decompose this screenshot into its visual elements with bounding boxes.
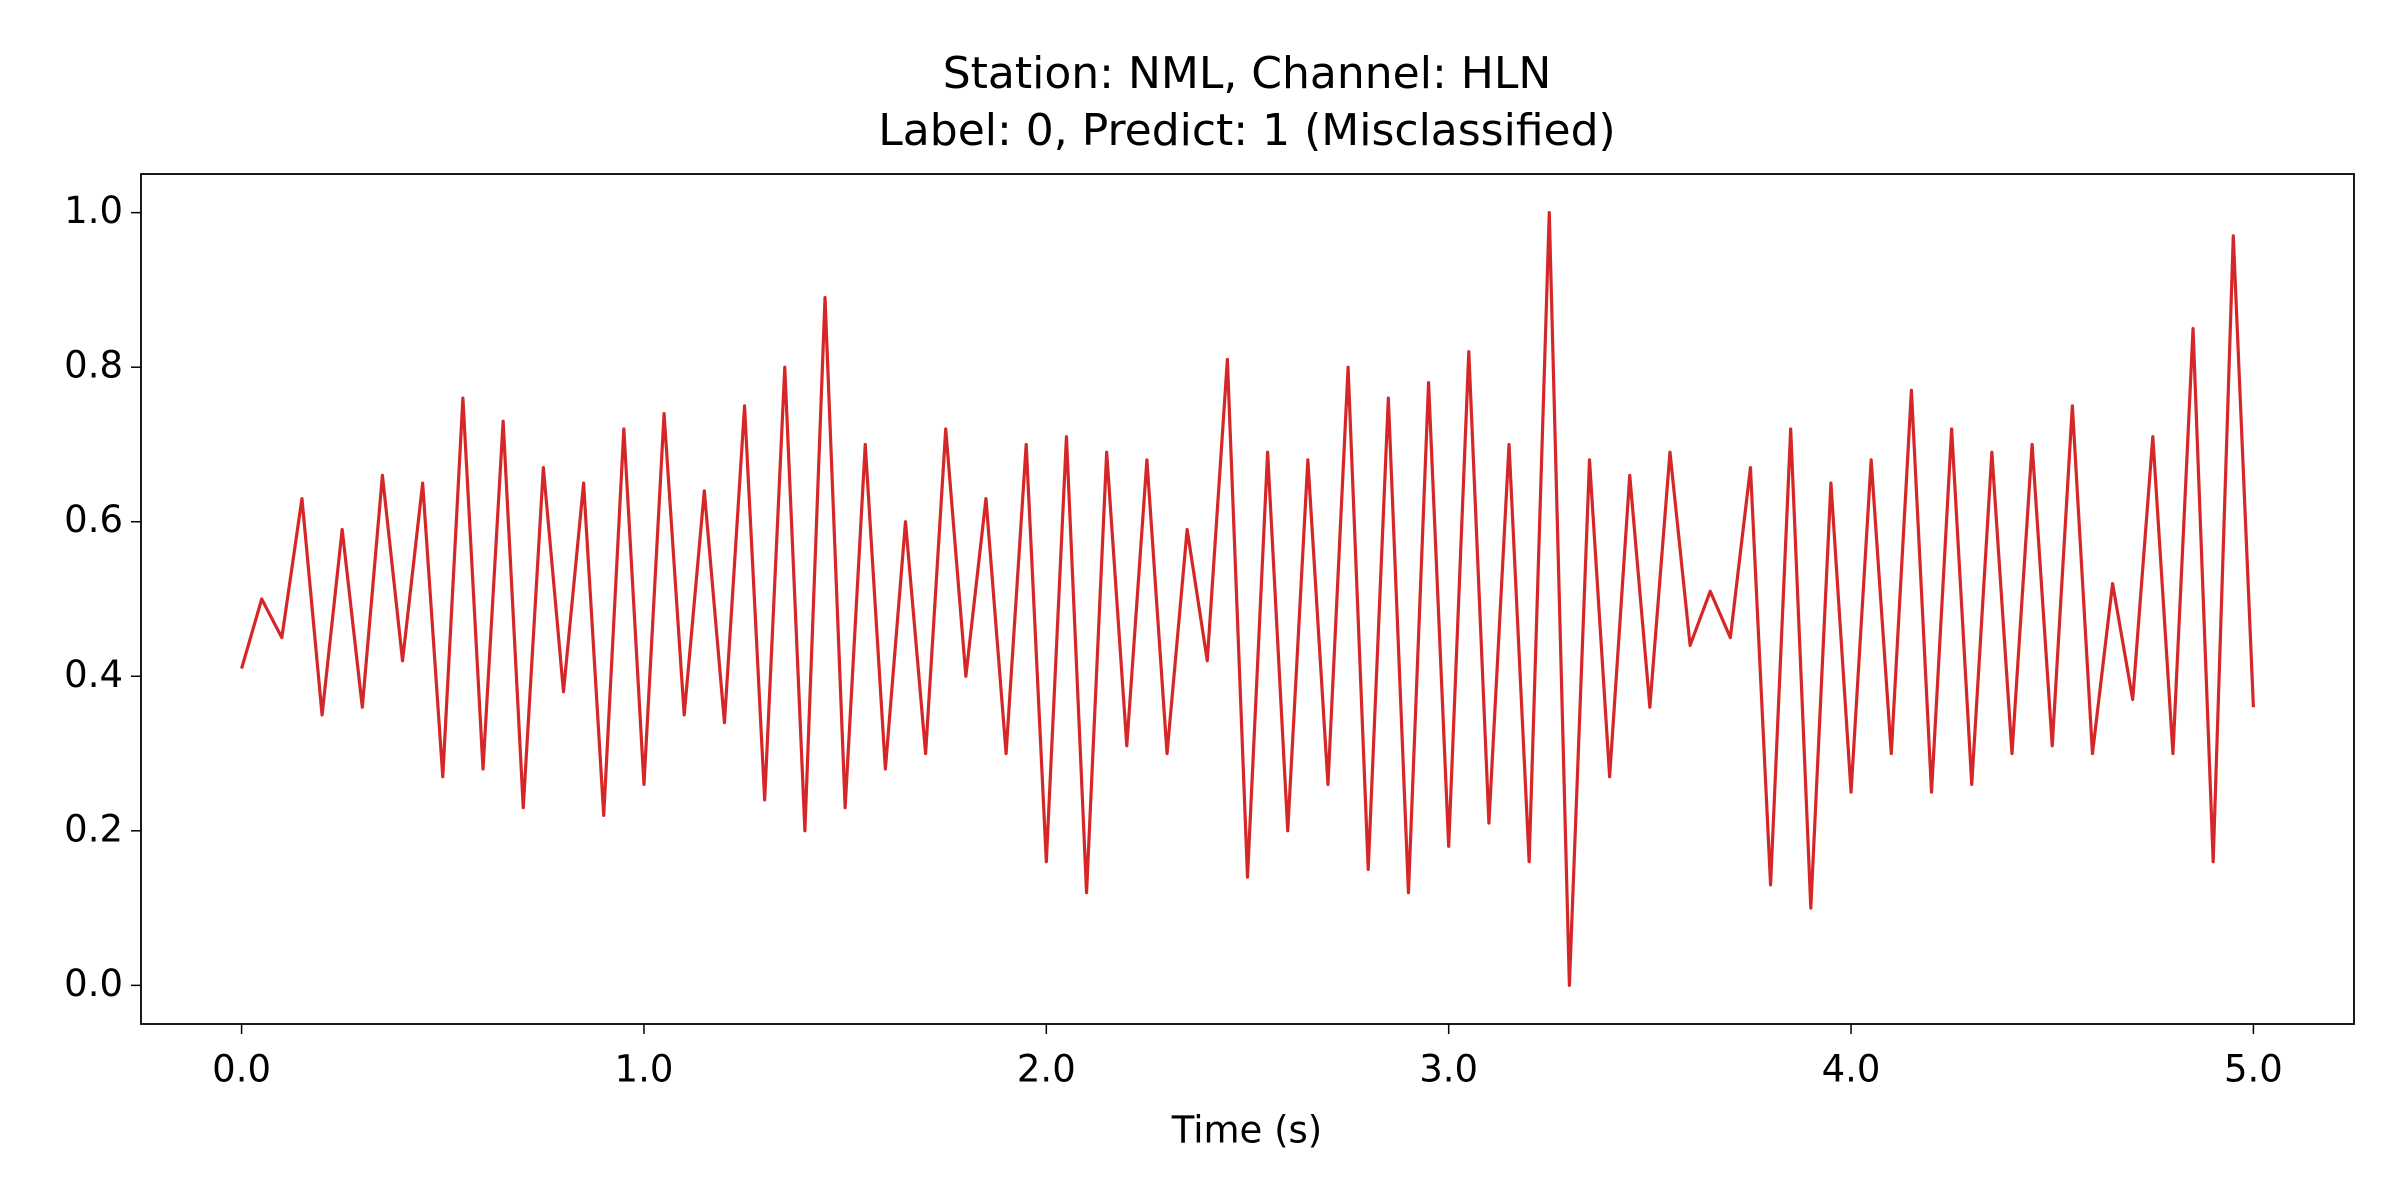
y-tick-label: 0.0 bbox=[64, 962, 123, 1005]
x-tick-label: 0.0 bbox=[212, 1048, 271, 1091]
y-tick-label: 0.2 bbox=[64, 807, 123, 850]
x-tick-label: 3.0 bbox=[1419, 1048, 1478, 1091]
chart-title: Label: 0, Predict: 1 (Misclassified) bbox=[878, 105, 1615, 156]
x-tick-label: 1.0 bbox=[615, 1048, 674, 1091]
y-tick-label: 0.4 bbox=[64, 653, 123, 696]
plot-frame bbox=[140, 173, 2355, 1025]
y-tick-label: 0.6 bbox=[64, 498, 123, 541]
y-tick-label: 0.8 bbox=[64, 344, 123, 387]
y-tick-label: 1.0 bbox=[64, 189, 123, 232]
x-axis-label: Time (s) bbox=[1171, 1109, 1322, 1152]
chart-title: Station: NML, Channel: HLN bbox=[943, 48, 1552, 99]
x-tick-label: 2.0 bbox=[1017, 1048, 1076, 1091]
x-tick-label: 5.0 bbox=[2224, 1048, 2283, 1091]
x-tick-label: 4.0 bbox=[1822, 1048, 1881, 1091]
data-line bbox=[240, 211, 2256, 987]
